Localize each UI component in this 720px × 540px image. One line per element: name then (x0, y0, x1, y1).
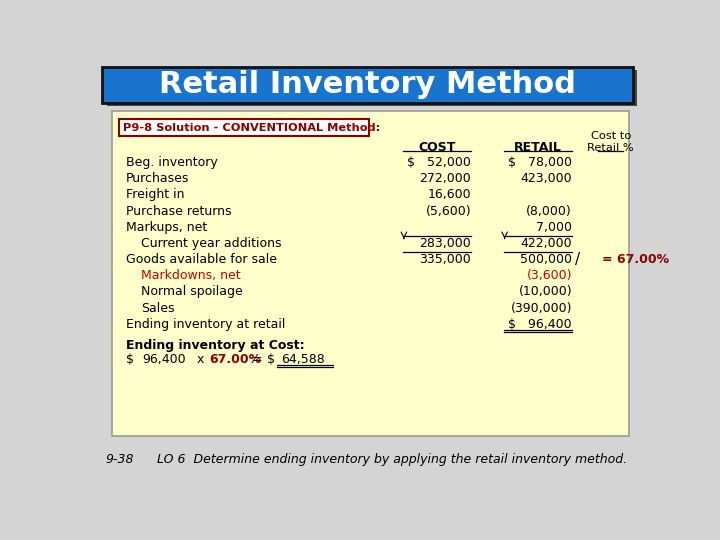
Text: Current year additions: Current year additions (141, 237, 282, 250)
Text: (8,000): (8,000) (526, 205, 572, 218)
Text: 64,588: 64,588 (281, 353, 325, 366)
Text: /: / (575, 252, 580, 267)
Text: COST: COST (418, 141, 456, 154)
Text: LO 6  Determine ending inventory by applying the retail inventory method.: LO 6 Determine ending inventory by apply… (157, 453, 627, 465)
Text: Goods available for sale: Goods available for sale (126, 253, 276, 266)
Text: $   96,400: $ 96,400 (508, 318, 572, 331)
Text: 16,600: 16,600 (428, 188, 472, 201)
FancyBboxPatch shape (102, 67, 632, 103)
Text: x: x (197, 353, 204, 366)
FancyBboxPatch shape (107, 70, 637, 106)
Text: 335,000: 335,000 (420, 253, 472, 266)
Text: =: = (251, 353, 262, 366)
Text: Markups, net: Markups, net (126, 221, 207, 234)
Text: $: $ (266, 353, 275, 366)
Text: RETAIL: RETAIL (514, 141, 562, 154)
Text: 7,000: 7,000 (536, 221, 572, 234)
Text: Ending inventory at retail: Ending inventory at retail (126, 318, 285, 331)
Text: 272,000: 272,000 (420, 172, 472, 185)
Text: Ending inventory at Cost:: Ending inventory at Cost: (126, 339, 305, 352)
Text: Cost to
Retail %: Cost to Retail % (588, 131, 634, 153)
Text: Purchases: Purchases (126, 172, 189, 185)
Text: 422,000: 422,000 (521, 237, 572, 250)
Text: Markdowns, net: Markdowns, net (141, 269, 240, 282)
FancyBboxPatch shape (120, 119, 369, 136)
Text: 9-38: 9-38 (106, 453, 134, 465)
Text: (390,000): (390,000) (510, 302, 572, 315)
Text: 67.00%: 67.00% (210, 353, 261, 366)
Text: $   52,000: $ 52,000 (408, 156, 472, 169)
Text: $: $ (126, 353, 134, 366)
Text: Purchase returns: Purchase returns (126, 205, 231, 218)
Text: 423,000: 423,000 (521, 172, 572, 185)
Text: P9-8 Solution - CONVENTIONAL Method:: P9-8 Solution - CONVENTIONAL Method: (122, 123, 380, 132)
Text: 283,000: 283,000 (420, 237, 472, 250)
Text: Beg. inventory: Beg. inventory (126, 156, 217, 169)
Text: Retail Inventory Method: Retail Inventory Method (159, 70, 576, 99)
Text: Sales: Sales (141, 302, 175, 315)
Text: = 67.00%: = 67.00% (601, 253, 669, 266)
Text: 500,000: 500,000 (520, 253, 572, 266)
Text: 96,400: 96,400 (143, 353, 186, 366)
Text: $   78,000: $ 78,000 (508, 156, 572, 169)
Text: (10,000): (10,000) (518, 286, 572, 299)
Text: (5,600): (5,600) (426, 205, 472, 218)
Text: Freight in: Freight in (126, 188, 184, 201)
FancyBboxPatch shape (112, 111, 629, 436)
Text: (3,600): (3,600) (526, 269, 572, 282)
Text: Normal spoilage: Normal spoilage (141, 286, 243, 299)
